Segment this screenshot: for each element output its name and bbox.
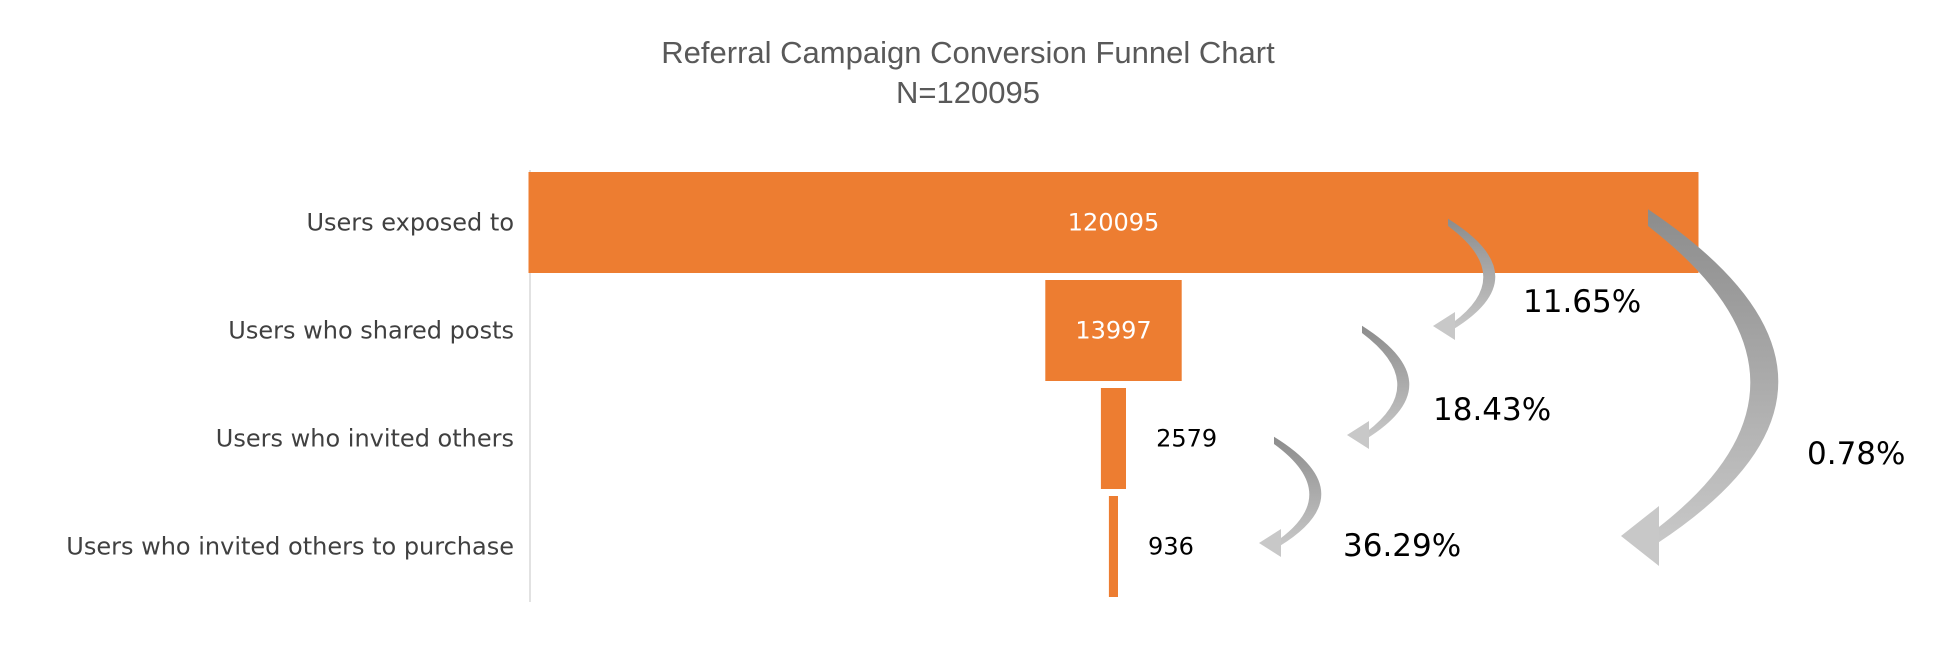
conversion-arrow-1 bbox=[1448, 218, 1496, 330]
conversion-arrow-4 bbox=[1648, 209, 1779, 544]
conversion-arrowhead-2 bbox=[1347, 421, 1369, 449]
funnel-bar-1 bbox=[528, 172, 1699, 273]
bars-layer: Users exposed to 120095 Users who shared p… bbox=[66, 172, 1699, 597]
category-label-4: Users who invited others to purchase bbox=[66, 533, 514, 561]
conversion-label-1: 11.65% bbox=[1523, 284, 1641, 320]
value-label-4: 936 bbox=[1148, 533, 1194, 561]
conversion-arrowhead-4 bbox=[1621, 506, 1659, 566]
funnel-bar-2 bbox=[1045, 280, 1182, 381]
value-label-1: 120095 bbox=[1068, 209, 1160, 237]
value-label-3: 2579 bbox=[1156, 425, 1217, 453]
chart-title: Referral Campaign Conversion Funnel Char… bbox=[661, 35, 1275, 70]
category-label-1: Users exposed to bbox=[306, 209, 514, 237]
conversion-arrow-3 bbox=[1274, 436, 1322, 547]
chart-subtitle: N=120095 bbox=[896, 75, 1040, 110]
value-label-2: 13997 bbox=[1075, 317, 1151, 345]
conversion-label-2: 18.43% bbox=[1433, 392, 1551, 428]
conversion-label-4: 0.78% bbox=[1807, 436, 1905, 472]
category-label-2: Users who shared posts bbox=[228, 317, 514, 345]
conversion-arrow-2 bbox=[1362, 325, 1410, 439]
conversion-arrows-layer: 11.65% 18.43% 36.29% 0.78% bbox=[1259, 209, 1905, 566]
funnel-bar-4 bbox=[1108, 496, 1118, 597]
conversion-arrowhead-3 bbox=[1259, 529, 1281, 557]
conversion-label-3: 36.29% bbox=[1343, 528, 1461, 564]
funnel-bar-3 bbox=[1100, 388, 1126, 489]
category-label-3: Users who invited others bbox=[216, 425, 514, 453]
conversion-arrowhead-1 bbox=[1433, 312, 1455, 340]
